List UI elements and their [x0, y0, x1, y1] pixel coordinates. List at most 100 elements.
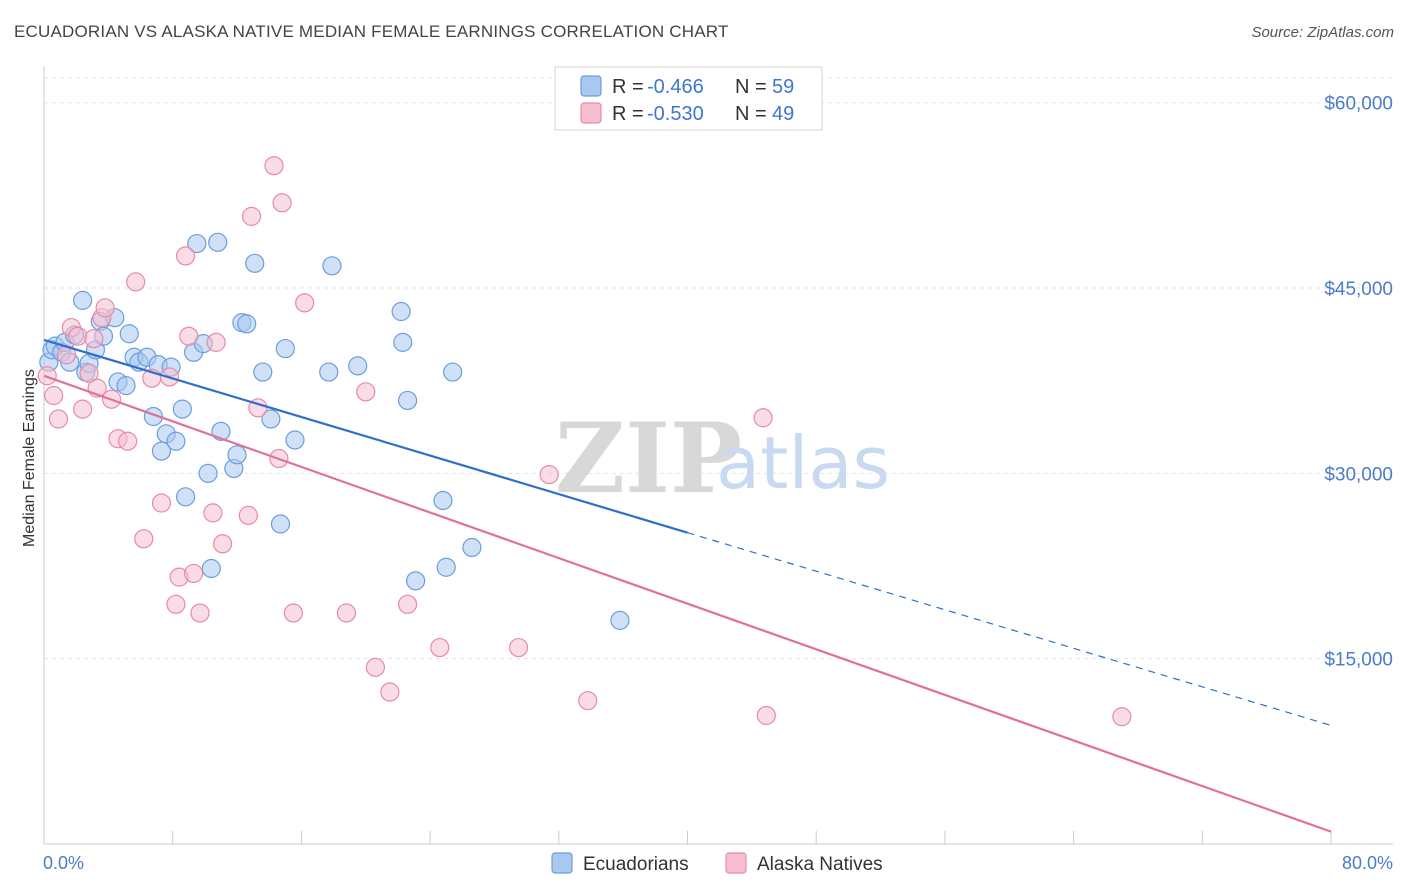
point-ecuadorians [406, 571, 426, 591]
point-alaska-natives [295, 293, 315, 313]
legend-n-label-ecuadorians: N = [735, 76, 767, 98]
y-tick-label-30000: $30,000 [1324, 464, 1393, 485]
point-ecuadorians [227, 445, 247, 465]
point-alaska-natives [430, 637, 450, 658]
point-ecuadorians [245, 253, 265, 273]
point-alaska-natives [203, 503, 223, 523]
bottom-legend-swatch-alaska-natives [725, 852, 747, 874]
point-alaska-natives [1112, 707, 1132, 727]
point-alaska-natives [44, 385, 64, 406]
point-alaska-natives [79, 363, 99, 383]
point-ecuadorians [393, 332, 413, 352]
x-tick-label-min: 0.0% [43, 853, 84, 873]
point-alaska-natives [756, 705, 776, 726]
source-credit: Source: ZipAtlas.com [1251, 24, 1394, 41]
trend-line-ecuadorians [43, 338, 688, 534]
point-ecuadorians [172, 399, 192, 419]
point-alaska-natives [175, 246, 196, 266]
trend-line-extension-ecuadorians [687, 532, 1332, 726]
point-ecuadorians [175, 487, 196, 507]
axes [43, 66, 1393, 845]
watermark-atlas: atlas [716, 421, 890, 505]
point-ecuadorians [397, 390, 418, 411]
point-ecuadorians [391, 301, 411, 322]
point-ecuadorians [187, 233, 207, 254]
legend-n-value-alaska-natives: 49 [772, 103, 794, 125]
legend-r-label-ecuadorians: R = [612, 76, 644, 98]
point-alaska-natives [238, 505, 258, 525]
point-alaska-natives [134, 529, 154, 549]
point-ecuadorians [119, 324, 139, 344]
trend-line-alaska-natives [43, 374, 1332, 833]
point-alaska-natives [206, 332, 226, 352]
point-alaska-natives [95, 298, 115, 318]
bottom-legend-swatch-ecuadorians [551, 852, 573, 874]
watermark-zip: ZIP [555, 402, 742, 515]
legend-r-value-alaska-natives: -0.530 [647, 103, 704, 125]
point-alaska-natives [380, 682, 400, 702]
bottom-legend-label-ecuadorians: Ecuadorians [583, 854, 689, 875]
point-alaska-natives [179, 326, 199, 346]
point-ecuadorians [166, 431, 186, 451]
point-ecuadorians [253, 362, 273, 382]
point-alaska-natives [126, 272, 146, 292]
point-ecuadorians [433, 490, 453, 511]
point-alaska-natives [190, 603, 210, 623]
point-alaska-natives [151, 493, 172, 513]
x-tick-label-max: 80.0% [1342, 853, 1393, 873]
point-ecuadorians [201, 558, 221, 579]
point-ecuadorians [198, 463, 218, 483]
point-alaska-natives [73, 399, 93, 419]
point-ecuadorians [237, 314, 257, 334]
point-ecuadorians [73, 290, 93, 310]
point-ecuadorians [462, 537, 482, 558]
point-alaska-natives [166, 594, 186, 614]
point-alaska-natives [241, 206, 262, 226]
point-ecuadorians [319, 362, 339, 382]
watermark: ZIP atlas [555, 402, 890, 515]
point-ecuadorians [270, 514, 291, 534]
y-tick-labels: $15,000 $30,000 $45,000 $60,000 [1324, 94, 1393, 671]
point-ecuadorians [116, 376, 136, 396]
point-ecuadorians [208, 232, 228, 252]
point-ecuadorians [261, 409, 281, 429]
point-alaska-natives [283, 603, 303, 623]
point-ecuadorians [348, 356, 368, 376]
point-ecuadorians [285, 430, 305, 450]
trend-lines [43, 338, 1332, 833]
point-alaska-natives [539, 464, 559, 485]
legend-r-label-alaska-natives: R = [612, 103, 644, 125]
point-alaska-natives [365, 657, 386, 677]
point-alaska-natives [397, 594, 418, 614]
bottom-legend-label-alaska-natives: Alaska Natives [757, 854, 883, 875]
point-ecuadorians [610, 610, 630, 630]
stats-legend: R = -0.466 N = 59 R = -0.530 N = 49 [554, 66, 823, 131]
point-ecuadorians [275, 338, 295, 359]
data-points [37, 156, 1132, 727]
point-alaska-natives [84, 329, 104, 349]
point-alaska-natives [48, 409, 69, 429]
point-ecuadorians [443, 362, 463, 382]
point-ecuadorians [436, 557, 456, 577]
legend-swatch-ecuadorians [580, 75, 602, 97]
y-tick-label-45000: $45,000 [1324, 279, 1393, 300]
y-tick-label-15000: $15,000 [1324, 650, 1393, 671]
point-alaska-natives [212, 534, 233, 554]
point-alaska-natives [118, 431, 138, 451]
y-axis-title: Median Female Earnings [21, 369, 38, 547]
series-legend: Ecuadorians Alaska Natives [551, 852, 883, 875]
point-alaska-natives [68, 326, 88, 346]
point-alaska-natives [578, 691, 598, 711]
point-ecuadorians [322, 256, 342, 276]
point-alaska-natives [356, 382, 376, 402]
legend-n-label-alaska-natives: N = [735, 103, 767, 125]
legend-n-value-ecuadorians: 59 [772, 76, 794, 98]
y-tick-label-60000: $60,000 [1324, 94, 1393, 115]
point-alaska-natives [508, 637, 529, 658]
point-alaska-natives [264, 156, 284, 176]
legend-r-value-ecuadorians: -0.466 [647, 76, 704, 98]
point-alaska-natives [336, 603, 357, 623]
point-alaska-natives [272, 193, 292, 213]
point-alaska-natives [753, 408, 773, 428]
